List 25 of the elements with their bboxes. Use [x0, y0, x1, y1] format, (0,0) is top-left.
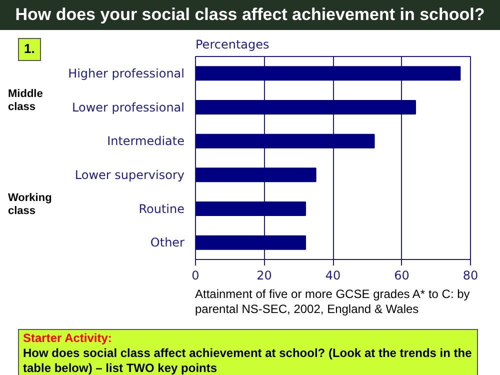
- x-tick-label: 0: [192, 268, 200, 282]
- chart-title: How does your social class affect achievement in school?: [15, 4, 485, 26]
- y-tick-label: Higher professional: [68, 66, 184, 80]
- x-tick-label: 40: [325, 268, 341, 282]
- bar: [196, 134, 375, 148]
- y-tick-label: Lower professional: [72, 100, 185, 114]
- text: How does social class affect achievement at school? (Look at the trends in the table below) – list TWO key points: [23, 346, 472, 375]
- y-tick-label: Lower supervisory: [74, 168, 185, 182]
- text: Attainment of five or more GCSE grades A* to C: by parental NS-SEC, 2002, England & Wales: [195, 287, 471, 317]
- bar: [196, 66, 461, 81]
- bar: [196, 168, 316, 182]
- x-tick-label: 80: [462, 268, 478, 282]
- x-axis-title: Percentages: [196, 38, 270, 52]
- text: Middle class: [8, 88, 43, 114]
- text: Working class: [8, 192, 52, 218]
- y-tick-label: Other: [150, 236, 185, 250]
- x-tick-label: 60: [394, 268, 410, 282]
- y-tick-label: Routine: [138, 202, 185, 216]
- y-tick-label: Intermediate: [107, 134, 184, 148]
- bar: [196, 235, 306, 250]
- text: Starter Activity:: [23, 331, 112, 345]
- bar: [196, 100, 416, 115]
- x-tick-label: 20: [256, 268, 272, 282]
- text: 1.: [18, 38, 41, 61]
- bar: [196, 201, 306, 216]
